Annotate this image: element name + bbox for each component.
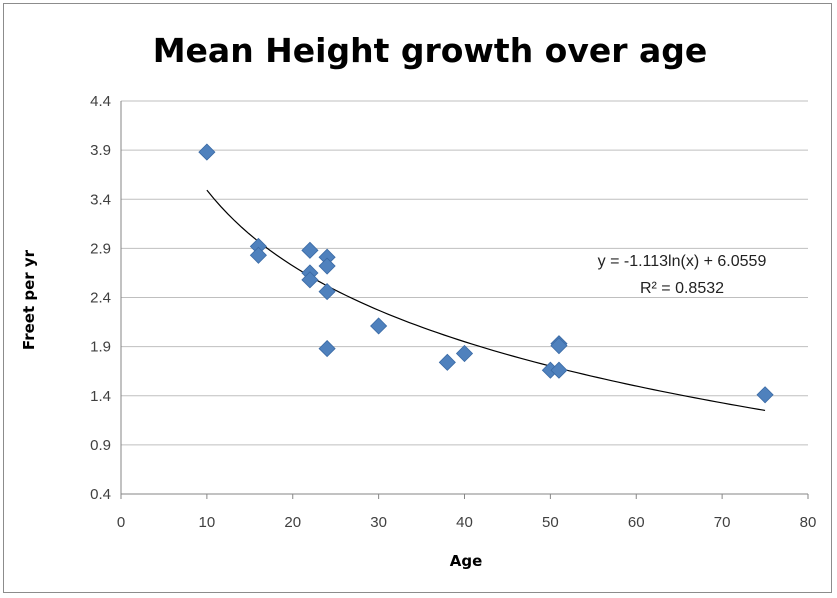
y-tick-label: 2.9	[90, 240, 111, 257]
x-tick-label: 70	[714, 514, 731, 531]
x-tick-labels: 0 10 20 30 40 50 60 70 80	[117, 514, 817, 531]
data-point	[318, 257, 336, 275]
y-tick-labels: 0.4 0.9 1.4 1.9 2.4 2.9 3.4 3.9 4.4	[90, 93, 111, 503]
data-point	[370, 317, 388, 335]
data-point	[550, 337, 568, 355]
x-tick-label: 0	[117, 514, 125, 531]
data-point	[550, 361, 568, 379]
data-point	[301, 241, 319, 259]
y-tick-label: 3.4	[90, 191, 111, 208]
x-tick-label: 60	[628, 514, 645, 531]
y-tick-label: 4.4	[90, 93, 111, 110]
data-points	[198, 143, 774, 404]
x-tick-label: 80	[800, 514, 817, 531]
data-point	[318, 340, 336, 358]
y-tick-label: 1.4	[90, 388, 111, 405]
axes	[120, 101, 809, 499]
x-axis-title: Age	[450, 552, 483, 570]
data-point	[198, 143, 216, 161]
y-axis-title: Freet per yr	[20, 249, 38, 350]
y-tick-label: 2.4	[90, 290, 111, 307]
data-point	[455, 344, 474, 363]
trendline-r-squared: R² = 0.8532	[640, 280, 724, 297]
x-tick-label: 40	[456, 514, 473, 531]
data-point	[318, 283, 336, 301]
y-tick-label: 1.9	[90, 339, 111, 356]
trendline	[206, 189, 766, 412]
data-point	[438, 353, 456, 371]
chart-title: Mean Height growth over age	[153, 31, 708, 70]
x-tick-label: 10	[199, 514, 216, 531]
y-tick-label: 0.9	[90, 437, 111, 454]
trendline-equation: y = -1.113ln(x) + 6.0559	[598, 253, 767, 270]
x-tick-label: 30	[370, 514, 387, 531]
data-point	[249, 246, 267, 264]
data-point	[756, 386, 774, 404]
gridlines	[121, 100, 808, 446]
y-tick-label: 0.4	[90, 486, 111, 503]
x-tick-label: 20	[284, 514, 301, 531]
y-tick-label: 3.9	[90, 142, 111, 159]
data-point	[301, 271, 319, 289]
x-tick-label: 50	[542, 514, 559, 531]
